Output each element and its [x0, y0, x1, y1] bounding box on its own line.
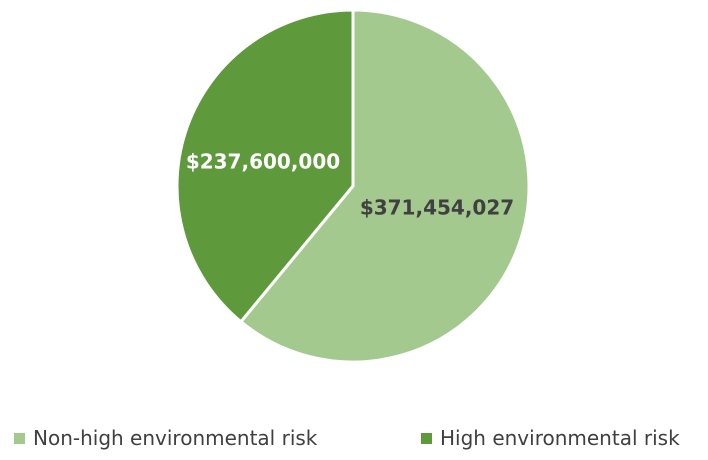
pie-data-labels: $371,454,027 $237,600,000: [186, 150, 514, 220]
legend-swatch-high-risk: [421, 432, 432, 444]
legend-label-high-risk: High environmental risk: [440, 426, 680, 450]
pie-slice-high-risk: [175, 8, 355, 324]
legend-item-high-risk: High environmental risk: [421, 426, 680, 450]
legend-swatch-non-high-risk: [14, 432, 25, 444]
legend-item-non-high-risk: Non-high environmental risk: [14, 426, 317, 450]
data-label-non-high-risk: $371,454,027: [360, 196, 514, 220]
chart-legend: Non-high environmental risk High environ…: [0, 426, 708, 460]
legend-label-non-high-risk: Non-high environmental risk: [33, 426, 318, 450]
pie-slices: [175, 8, 531, 364]
data-label-high-risk: $237,600,000: [186, 150, 340, 174]
pie-slice-non-high-risk: [239, 8, 531, 364]
